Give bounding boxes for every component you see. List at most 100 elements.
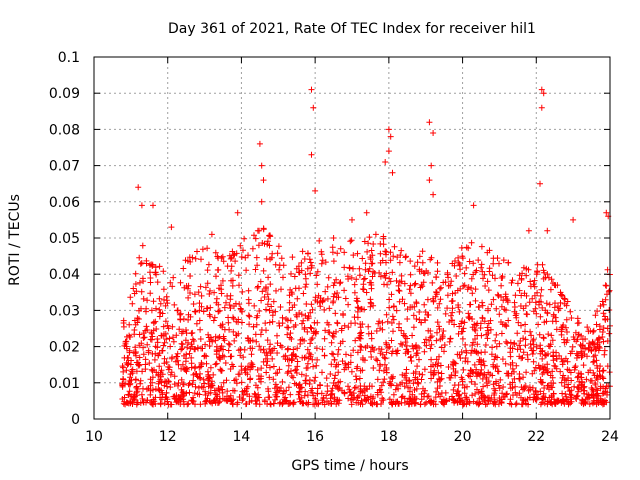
data-point xyxy=(230,252,237,259)
data-point xyxy=(148,261,155,268)
data-point xyxy=(171,381,178,388)
data-point xyxy=(150,298,157,305)
data-point xyxy=(246,313,253,320)
data-point xyxy=(530,281,537,288)
data-point xyxy=(289,291,296,297)
data-point xyxy=(211,397,218,404)
data-point xyxy=(472,381,478,388)
data-point xyxy=(469,290,476,297)
data-point xyxy=(407,271,414,278)
data-point xyxy=(311,319,318,326)
data-point xyxy=(345,361,352,368)
data-point xyxy=(292,353,299,360)
data-point xyxy=(604,389,611,396)
data-point xyxy=(382,355,389,362)
data-point xyxy=(212,249,219,256)
data-point xyxy=(324,295,331,302)
data-point xyxy=(126,378,133,384)
data-point xyxy=(329,332,336,339)
data-point xyxy=(188,341,195,348)
data-point xyxy=(207,304,214,311)
data-point xyxy=(244,391,251,398)
data-point xyxy=(436,326,443,332)
data-point xyxy=(398,327,405,334)
data-point xyxy=(410,324,417,331)
data-point xyxy=(577,341,584,348)
x-tick-label: 16 xyxy=(306,429,324,445)
data-point xyxy=(219,277,226,284)
data-point xyxy=(166,335,173,342)
data-point xyxy=(518,292,525,299)
data-point xyxy=(328,387,335,394)
data-point xyxy=(484,327,491,334)
data-point xyxy=(388,381,395,388)
data-point xyxy=(570,216,577,223)
data-point xyxy=(421,366,428,373)
data-point xyxy=(221,304,228,311)
data-point xyxy=(499,274,506,281)
data-point xyxy=(473,373,480,380)
data-point xyxy=(582,336,589,342)
data-point xyxy=(345,324,352,331)
data-point xyxy=(383,349,390,356)
data-point xyxy=(260,226,267,233)
data-point xyxy=(255,242,262,249)
data-point xyxy=(286,307,293,314)
data-point xyxy=(243,267,250,274)
data-point xyxy=(594,387,601,394)
data-point xyxy=(492,275,498,282)
data-point xyxy=(530,358,537,365)
data-point xyxy=(270,309,276,316)
data-point xyxy=(305,250,311,257)
data-point xyxy=(277,304,284,310)
data-point xyxy=(368,354,375,360)
x-tick-label: 10 xyxy=(85,429,103,445)
data-point xyxy=(287,286,294,293)
data-point xyxy=(138,288,145,295)
data-point xyxy=(154,336,161,342)
data-point xyxy=(561,336,567,343)
data-point xyxy=(334,319,341,326)
data-point xyxy=(235,371,242,378)
data-point xyxy=(567,369,574,376)
data-point xyxy=(421,339,428,346)
data-point xyxy=(354,250,361,257)
data-point xyxy=(458,320,465,327)
data-point xyxy=(133,401,140,408)
data-point xyxy=(207,287,213,294)
data-point xyxy=(182,257,189,264)
data-point xyxy=(147,391,154,398)
data-point xyxy=(428,398,435,405)
data-point xyxy=(141,334,148,341)
data-point xyxy=(479,398,486,405)
data-point xyxy=(225,314,232,321)
data-point xyxy=(238,363,245,370)
data-point xyxy=(559,361,566,368)
data-point xyxy=(195,345,201,352)
data-point xyxy=(322,259,329,266)
data-point xyxy=(478,243,485,250)
data-point xyxy=(379,395,386,402)
data-point xyxy=(216,333,223,340)
data-point xyxy=(196,391,203,398)
data-point xyxy=(411,281,418,288)
data-point xyxy=(506,400,513,407)
data-point xyxy=(203,360,210,367)
data-point xyxy=(451,321,458,328)
data-point xyxy=(134,319,141,326)
data-point xyxy=(380,367,387,374)
data-point xyxy=(583,376,590,383)
data-point xyxy=(278,286,284,293)
data-point xyxy=(426,177,433,184)
data-point xyxy=(491,392,498,398)
data-point xyxy=(330,298,337,305)
data-point xyxy=(290,401,297,408)
data-point xyxy=(482,283,489,289)
data-point xyxy=(227,255,234,262)
data-point xyxy=(499,356,506,363)
data-point xyxy=(221,337,228,344)
data-point xyxy=(133,392,140,399)
data-point xyxy=(125,391,132,398)
data-point xyxy=(303,365,310,372)
data-point xyxy=(561,376,568,383)
